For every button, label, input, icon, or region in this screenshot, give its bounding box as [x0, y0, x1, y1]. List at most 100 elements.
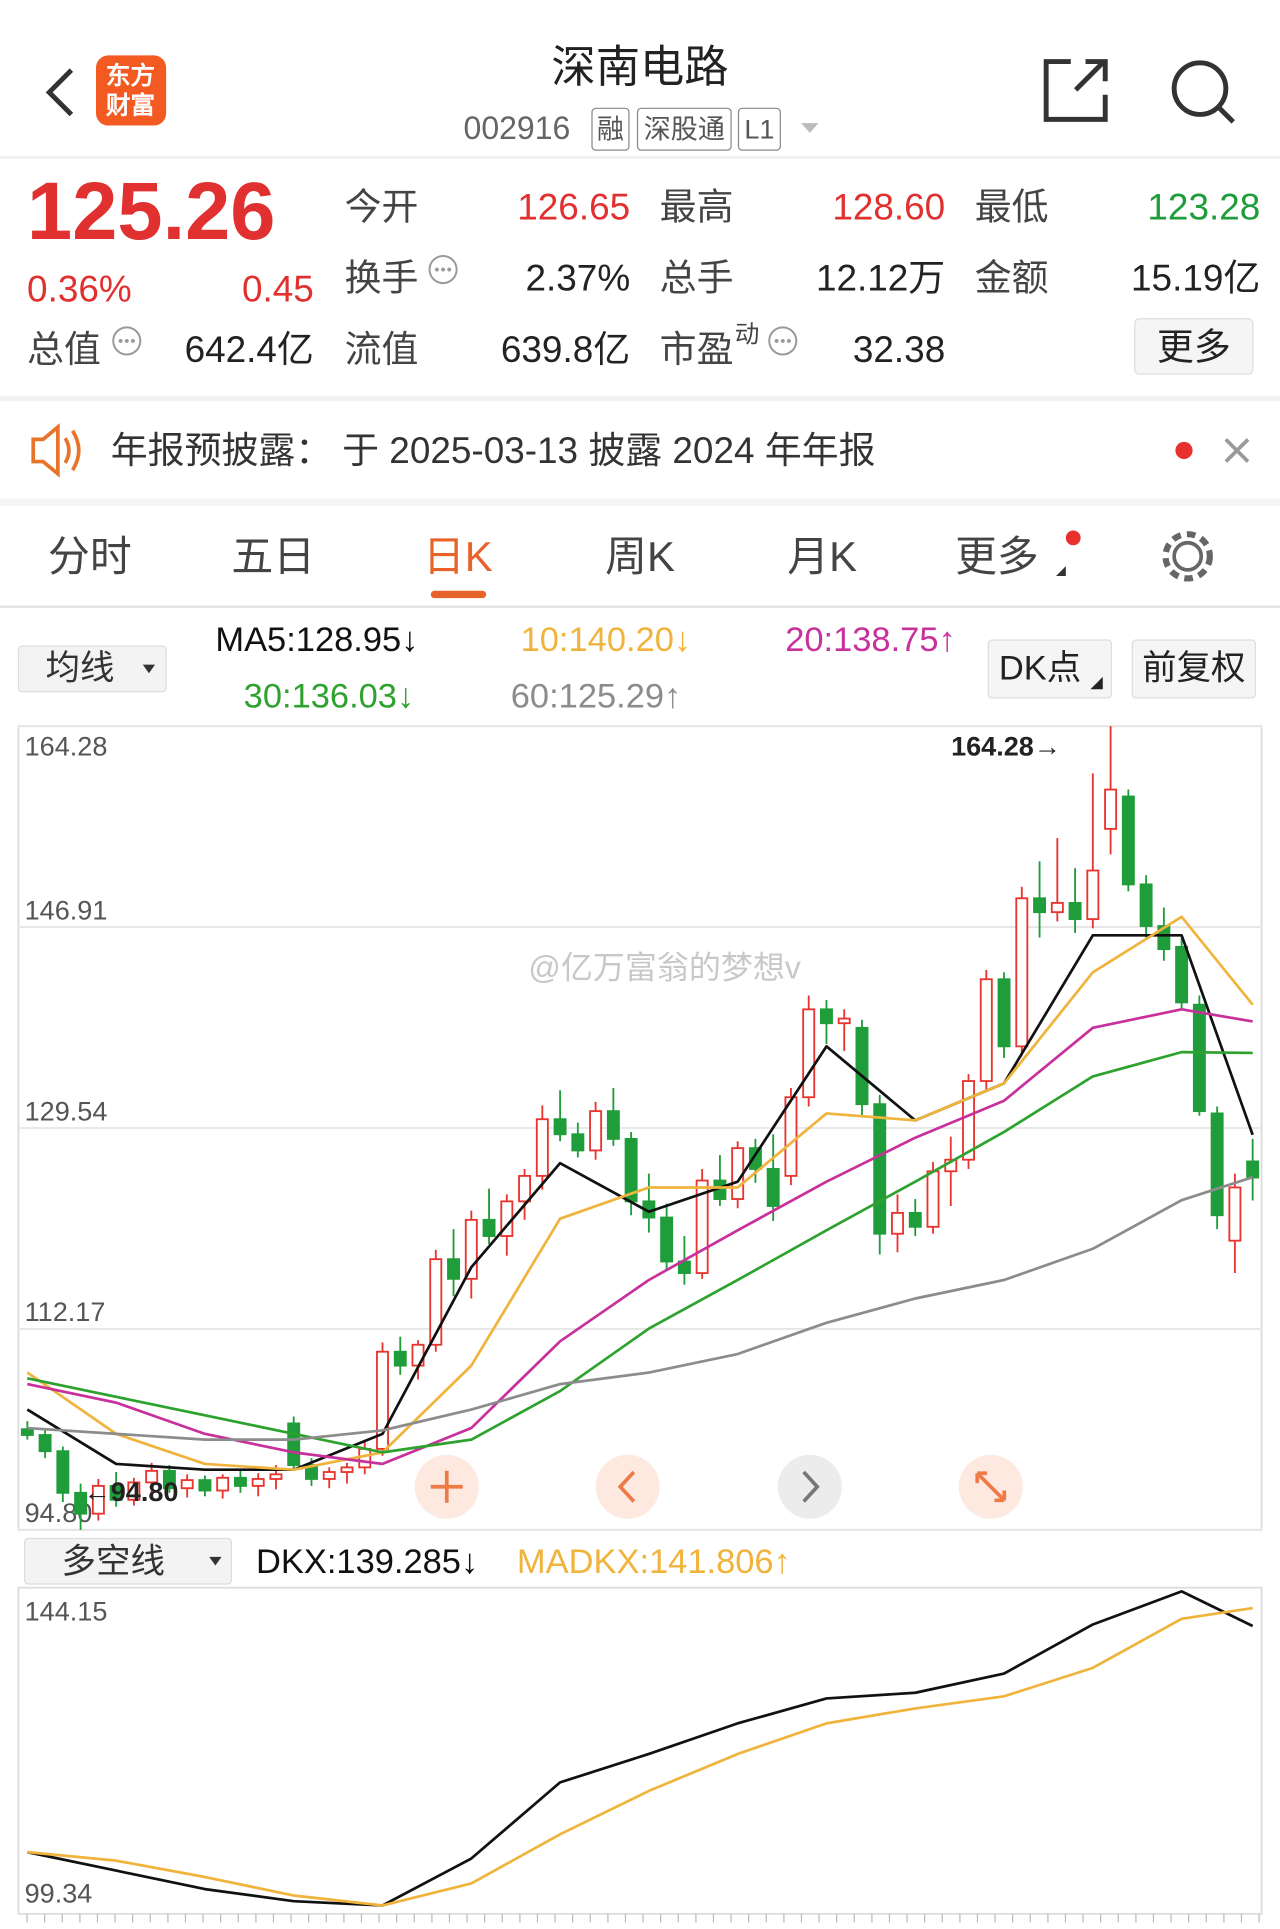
- tab[interactable]: 更多: [955, 533, 1039, 580]
- y-tick-label: 99.34: [25, 1877, 93, 1908]
- more-button-text[interactable]: 更多: [1157, 327, 1231, 368]
- tag-box: [636, 107, 732, 151]
- tag: 深股通: [644, 114, 725, 145]
- candle-body: [358, 1447, 372, 1469]
- info-icon[interactable]: [768, 326, 798, 356]
- settings-icon[interactable]: [1172, 540, 1204, 572]
- ma-selector[interactable]: [17, 645, 167, 693]
- tab-active[interactable]: 日K: [423, 533, 493, 580]
- legend-label: MA5:128.95↓: [215, 621, 418, 659]
- candle-body: [1175, 945, 1189, 1004]
- dot: [441, 267, 446, 272]
- tab[interactable]: 周K: [605, 533, 675, 580]
- low-annotation: ←94.80: [84, 1476, 179, 1507]
- candle-body: [162, 1469, 176, 1490]
- candle-body: [1068, 901, 1082, 921]
- candle-body: [1157, 925, 1171, 951]
- candle-body: [269, 1473, 283, 1480]
- right-icon[interactable]: [802, 1470, 820, 1503]
- candle-body: [535, 1118, 549, 1177]
- search-button[interactable]: [1171, 60, 1235, 124]
- candle-body: [926, 1170, 940, 1228]
- search-icon[interactable]: [1171, 60, 1229, 117]
- left-icon[interactable]: [617, 1470, 636, 1503]
- candle-body: [91, 1484, 105, 1515]
- legend-label: 30:136.03↓: [244, 678, 415, 716]
- info-icon[interactable]: [428, 255, 458, 285]
- candle-body: [891, 1211, 904, 1235]
- divider: [0, 498, 1280, 506]
- legend-label: 10:140.20↓: [521, 621, 692, 659]
- divider: [0, 396, 1280, 402]
- zoom-in-icon[interactable]: [430, 1470, 463, 1503]
- dk-button[interactable]: [987, 639, 1112, 699]
- more-button[interactable]: [1134, 318, 1254, 375]
- adjust-button[interactable]: [1131, 639, 1256, 699]
- speaker-waves: [63, 429, 81, 472]
- candle-body: [109, 1484, 123, 1501]
- adjust-button-text[interactable]: 前复权: [1142, 649, 1245, 687]
- tab[interactable]: 月K: [787, 533, 857, 580]
- field-label: 最高: [660, 186, 734, 227]
- tag-box: [591, 107, 630, 151]
- info-icon[interactable]: [112, 326, 142, 356]
- tag: 融: [597, 114, 624, 145]
- field-value: 15.19亿: [1131, 258, 1260, 299]
- candle-body: [837, 1017, 851, 1025]
- candle-body: [1050, 901, 1064, 914]
- tab[interactable]: 分时: [48, 533, 132, 580]
- left-button[interactable]: [595, 1454, 660, 1519]
- back-button[interactable]: [45, 68, 74, 117]
- candle-body: [482, 1218, 496, 1237]
- candle-body: [873, 1103, 887, 1235]
- candle-body: [1192, 1003, 1206, 1113]
- dk-button-text[interactable]: DK点: [999, 649, 1081, 687]
- dk-corner: [1090, 676, 1103, 690]
- unread-dot: [1175, 441, 1193, 460]
- field-label: 换手: [345, 258, 419, 299]
- candle-body: [1121, 795, 1135, 886]
- dkx-plot: 144.15 99.34: [25, 1590, 1254, 1908]
- candle-body: [393, 1350, 407, 1367]
- candle-body: [1246, 1160, 1260, 1179]
- time-axis-ticks: [26, 1913, 1260, 1923]
- tab[interactable]: 五日: [231, 533, 315, 580]
- share-button[interactable]: [1043, 59, 1108, 122]
- indicator-selector-text[interactable]: 多空线: [62, 1543, 165, 1581]
- ma-selector-text[interactable]: 均线: [46, 649, 115, 687]
- dropdown-arrow[interactable]: [801, 123, 819, 133]
- right-button[interactable]: [777, 1454, 842, 1519]
- logo: [96, 55, 167, 126]
- info-dots: [118, 267, 791, 343]
- dot: [786, 338, 791, 343]
- notice-label: 年报预披露：: [111, 430, 332, 471]
- candle-body: [589, 1110, 603, 1152]
- candle-body: [855, 1026, 869, 1106]
- change: 0.45: [242, 269, 314, 310]
- dot: [780, 338, 785, 343]
- settings-icon[interactable]: [1162, 531, 1213, 582]
- close-button[interactable]: [1224, 438, 1250, 463]
- candle-body: [251, 1478, 265, 1487]
- candle-body: [145, 1469, 159, 1484]
- field-value: 32.38: [853, 329, 945, 370]
- tab-underline: [430, 590, 487, 599]
- candle-body: [74, 1491, 88, 1515]
- expand-icon[interactable]: [975, 1471, 1007, 1503]
- share-icon[interactable]: [1043, 59, 1108, 122]
- notice-text[interactable]: 于 2025-03-13 披露 2024 年年报: [342, 430, 875, 471]
- candle-body: [1015, 897, 1029, 1048]
- candle-body: [820, 1008, 833, 1025]
- candle-body: [784, 1096, 798, 1177]
- candle-body: [1086, 869, 1100, 921]
- dot: [447, 267, 452, 272]
- dropdown-arrow: [209, 1556, 222, 1566]
- indicator-selector[interactable]: [24, 1537, 232, 1585]
- y-tick-label: 146.91: [25, 894, 108, 925]
- share-icon[interactable]: [1073, 59, 1108, 92]
- search-icon[interactable]: [1216, 105, 1235, 124]
- field-value: 2.37%: [525, 258, 630, 299]
- logo-text: 财富: [106, 90, 155, 119]
- candle-body: [1033, 897, 1047, 914]
